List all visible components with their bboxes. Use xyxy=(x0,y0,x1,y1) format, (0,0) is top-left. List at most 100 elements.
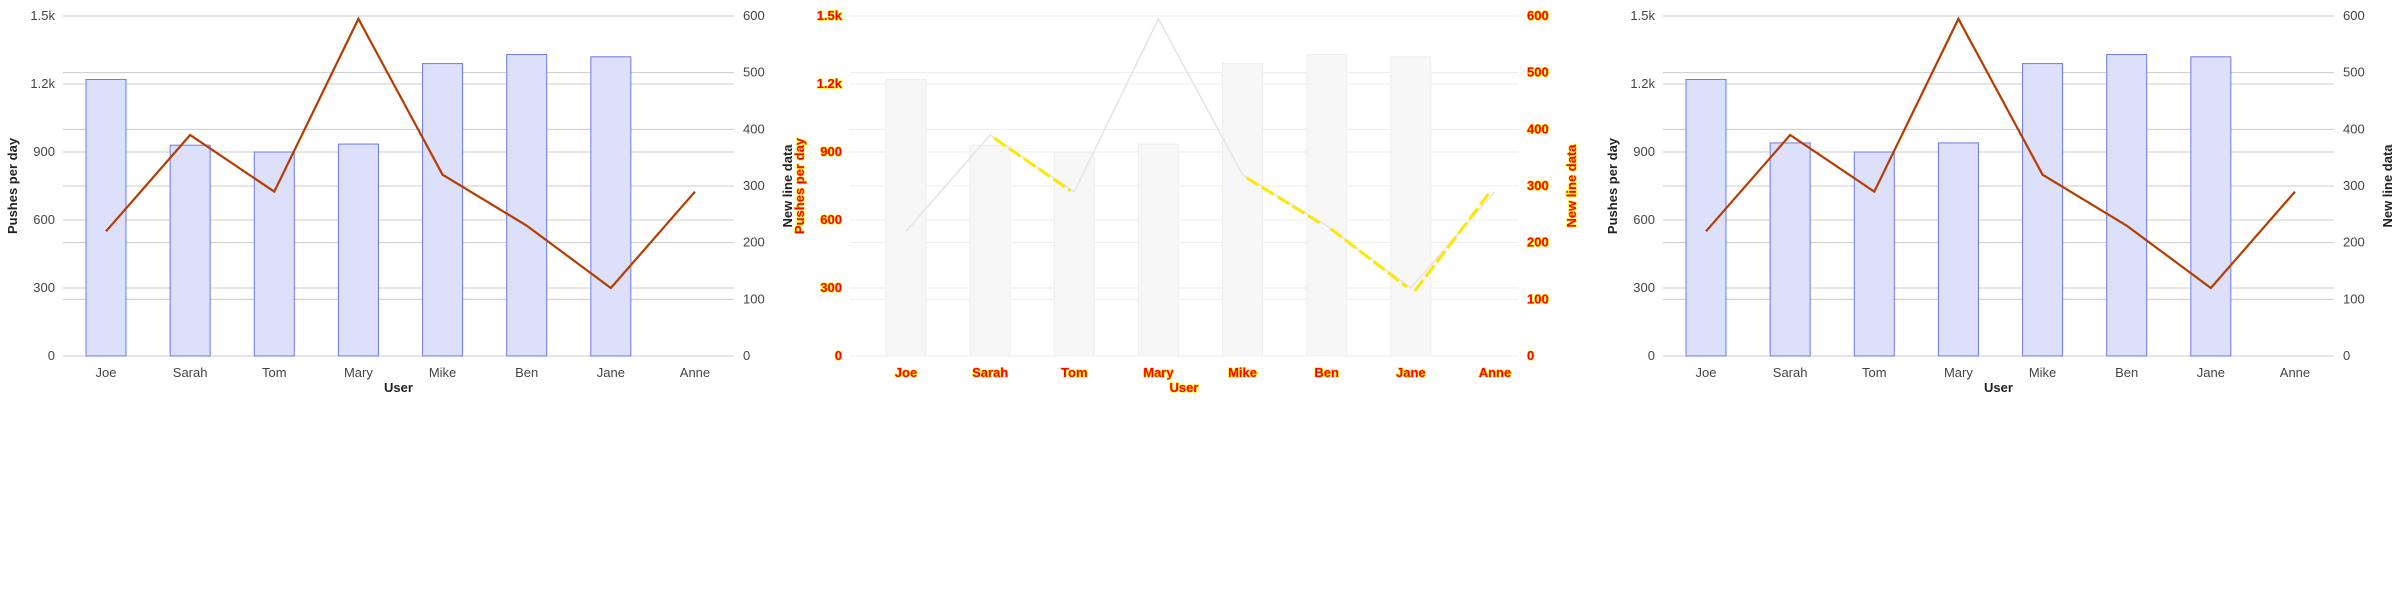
x-tick-label: Anne xyxy=(1479,365,1512,380)
y2-axis-label: New line data xyxy=(2380,144,2395,228)
chart-2: 0 300 600 900 1.2k 1.5k 0 100 200 300 400 500 600 Joe… xyxy=(791,7,1579,395)
x-tick-label: Ben xyxy=(2115,365,2138,380)
line-series xyxy=(105,16,696,290)
y-tick-label: 900 xyxy=(33,144,55,159)
y2-tick-label: 400 xyxy=(1527,121,1549,136)
y-tick-label: 300 xyxy=(33,280,55,295)
line-diff-highlight xyxy=(993,136,1072,192)
x-tick-label: Mike xyxy=(1228,365,1257,380)
bar-joe xyxy=(85,78,127,357)
y-tick-label: 600 xyxy=(820,212,842,227)
y2-tick-label: 0 xyxy=(1527,348,1534,363)
y-tick-label: 1.5k xyxy=(30,8,55,23)
y2-tick-label: 400 xyxy=(743,121,765,136)
y-tick-label: 600 xyxy=(33,212,55,227)
y2-tick-label: 0 xyxy=(743,348,750,363)
y-tick-label: 0 xyxy=(48,348,55,363)
y2-tick-label: 600 xyxy=(2343,8,2365,23)
bar-ben xyxy=(506,54,548,357)
line-diff-highlight xyxy=(1413,189,1493,292)
y-tick-label: 600 xyxy=(1633,212,1655,227)
y2-tick-label: 0 xyxy=(2343,348,2350,363)
y-tick-label: 900 xyxy=(1633,144,1655,159)
x-tick-label: Jane xyxy=(1396,365,1426,380)
x-tick-label: Anne xyxy=(2280,365,2310,380)
x-tick-label: Ben xyxy=(1314,365,1339,380)
bar-sarah xyxy=(969,144,1011,357)
y2-tick-label: 100 xyxy=(1527,291,1549,306)
y-tick-label: 1.2k xyxy=(1630,76,1655,91)
y2-tick-label: 600 xyxy=(743,8,765,23)
chart-3: 0 300 600 900 1.2k 1.5k 0 100 200 300 400 500 600 Joe… xyxy=(1605,8,2395,395)
x-tick-label: Mary xyxy=(1944,365,1973,380)
x-tick-label: Sarah xyxy=(1773,365,1808,380)
line-diff-highlight xyxy=(1245,176,1324,226)
y2-tick-label: 100 xyxy=(743,291,765,306)
x-tick-label: Mary xyxy=(1143,365,1174,380)
x-tick-label: Tom xyxy=(1862,365,1887,380)
y-tick-label: 300 xyxy=(1633,280,1655,295)
x-axis-label: User xyxy=(384,380,413,395)
line-series xyxy=(1705,16,2296,290)
y-tick-label: 300 xyxy=(820,280,842,295)
y2-tick-label: 300 xyxy=(743,178,765,193)
x-tick-label: Joe xyxy=(895,365,917,380)
bar-jane xyxy=(590,56,632,357)
bar-mike xyxy=(2022,63,2064,357)
y-tick-label: 1.5k xyxy=(817,8,843,23)
x-tick-label: Mike xyxy=(2029,365,2056,380)
bar-tom xyxy=(1853,151,1895,357)
y-tick-label: 1.5k xyxy=(1630,8,1655,23)
x-tick-label: Tom xyxy=(1061,365,1087,380)
x-tick-label: Sarah xyxy=(972,365,1008,380)
bar-jane xyxy=(2190,56,2232,357)
y2-tick-label: 200 xyxy=(1527,235,1549,250)
x-tick-label: Tom xyxy=(262,365,287,380)
y2-tick-label: 600 xyxy=(1527,8,1549,23)
bar-mary xyxy=(1937,142,1979,357)
y2-tick-label: 300 xyxy=(2343,178,2365,193)
x-axis-label: User xyxy=(1170,380,1199,395)
y-axis-label: Pushes per day xyxy=(792,137,807,234)
x-tick-label: Jane xyxy=(597,365,625,380)
bar-joe xyxy=(1685,78,1727,357)
y-tick-label: 1.2k xyxy=(817,76,843,91)
bar-mary xyxy=(337,143,379,357)
x-tick-label: Mary xyxy=(344,365,373,380)
bar-mike xyxy=(1222,63,1264,357)
bar-ben xyxy=(2106,54,2148,357)
y-tick-label: 900 xyxy=(820,144,842,159)
bar-ben xyxy=(1306,54,1348,357)
y2-tick-label: 100 xyxy=(2343,291,2365,306)
bar-joe xyxy=(885,78,927,357)
bar-mike xyxy=(422,63,464,357)
bar-sarah xyxy=(1769,142,1811,357)
chart-1: 0 300 600 900 1.2k 1.5k 0 100 200 300 400 500 600 Joe… xyxy=(5,8,795,395)
y2-tick-label: 400 xyxy=(2343,121,2365,136)
y2-tick-label: 500 xyxy=(743,65,765,80)
x-axis-label: User xyxy=(1984,380,2013,395)
y2-tick-label: 500 xyxy=(1527,65,1549,80)
y2-tick-label: 200 xyxy=(743,235,765,250)
x-tick-label: Mike xyxy=(429,365,456,380)
y-axis-label: Pushes per day xyxy=(5,137,20,234)
y2-tick-label: 300 xyxy=(1527,178,1549,193)
y-tick-label: 1.2k xyxy=(30,76,55,91)
bar-tom xyxy=(253,151,295,357)
x-tick-label: Ben xyxy=(515,365,538,380)
y-tick-label: 0 xyxy=(1648,348,1655,363)
y2-tick-label: 200 xyxy=(2343,235,2365,250)
y-tick-label: 0 xyxy=(835,348,842,363)
x-tick-label: Joe xyxy=(1696,365,1717,380)
bar-jane xyxy=(1390,56,1432,357)
bar-sarah xyxy=(169,144,211,357)
y-axis-label: Pushes per day xyxy=(1605,137,1620,234)
y2-axis-label: New line data xyxy=(780,144,795,228)
line-diff-highlight xyxy=(1329,227,1408,289)
x-tick-label: Sarah xyxy=(173,365,208,380)
x-tick-label: Jane xyxy=(2197,365,2225,380)
y2-tick-label: 500 xyxy=(2343,65,2365,80)
x-tick-label: Joe xyxy=(96,365,117,380)
bar-mary xyxy=(1137,143,1179,357)
